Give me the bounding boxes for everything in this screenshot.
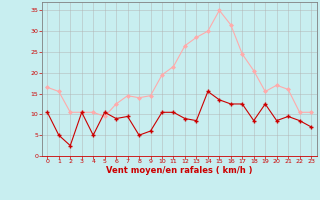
X-axis label: Vent moyen/en rafales ( km/h ): Vent moyen/en rafales ( km/h ): [106, 166, 252, 175]
